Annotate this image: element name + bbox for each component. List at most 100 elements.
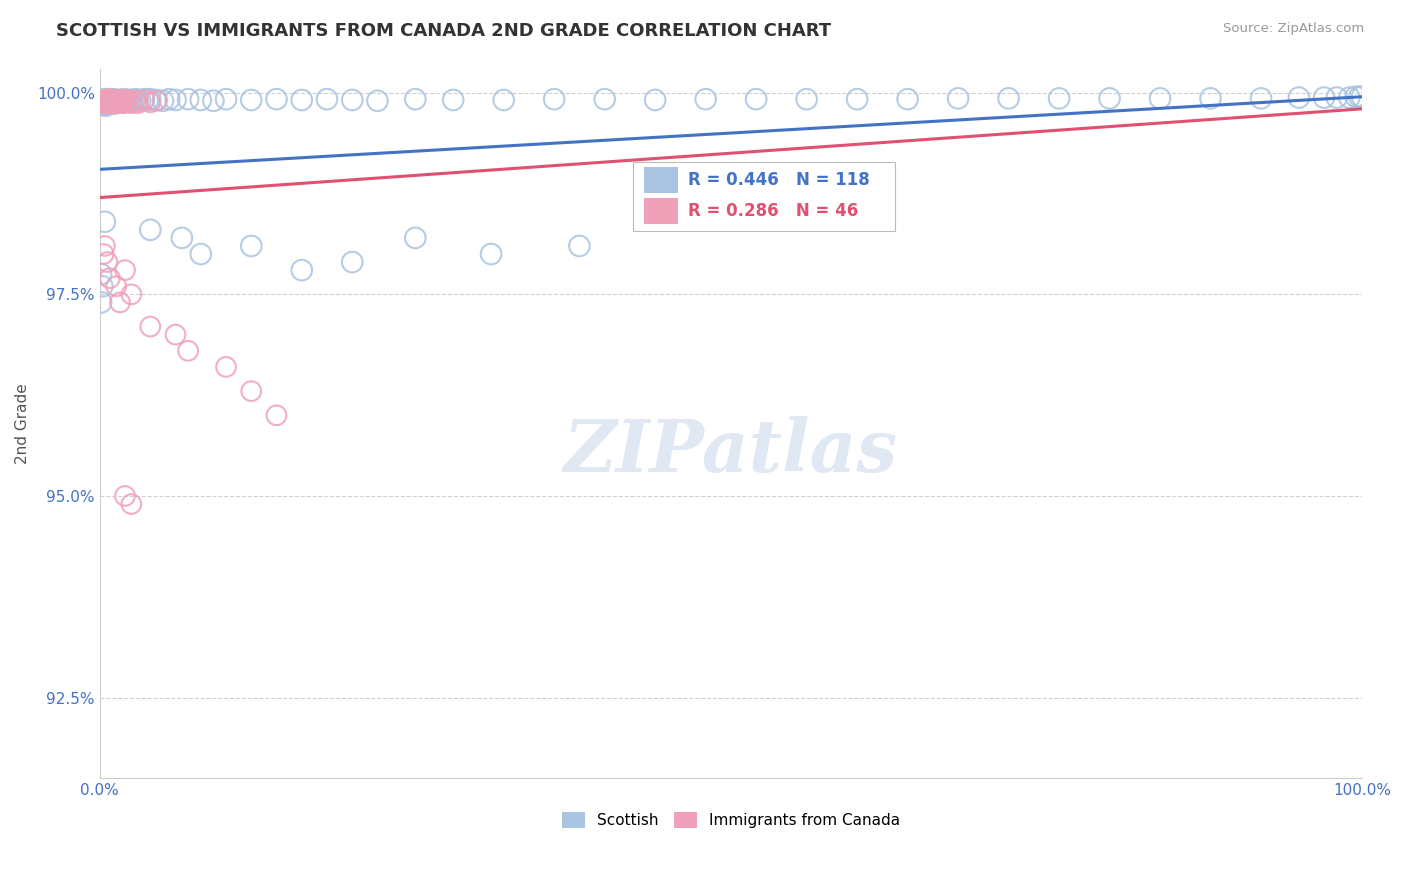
Text: SCOTTISH VS IMMIGRANTS FROM CANADA 2ND GRADE CORRELATION CHART: SCOTTISH VS IMMIGRANTS FROM CANADA 2ND G… (56, 22, 831, 40)
Point (94, 94, 117, 108)
Point (145, 93, 167, 107)
Point (1326, 90, 1348, 104)
Point (120, 93, 142, 107)
Point (94, 215, 117, 229)
Point (105, 96, 128, 111)
Point (103, 96, 125, 111)
Point (103, 94, 125, 108)
Point (94, 95, 117, 110)
Point (240, 384, 263, 398)
Point (152, 94, 174, 108)
Point (127, 96, 149, 111)
Point (145, 94, 167, 108)
Point (190, 93, 212, 107)
Point (91, 98, 114, 112)
Point (93, 95, 115, 110)
Point (94, 98, 117, 112)
Point (266, 409, 288, 423)
Point (291, 93, 314, 107)
Point (110, 93, 132, 107)
Point (94, 93, 117, 107)
Point (117, 94, 139, 108)
Point (107, 94, 129, 108)
Point (114, 263, 136, 277)
Point (96, 255, 118, 269)
Point (97, 95, 120, 110)
Point (105, 279, 128, 293)
Point (94, 97, 117, 112)
Point (593, 92, 616, 106)
Point (91, 279, 114, 293)
Point (240, 93, 263, 107)
Point (94, 93, 117, 107)
Point (107, 95, 129, 110)
Point (108, 295, 131, 310)
Point (114, 489, 136, 503)
Point (543, 92, 565, 106)
Point (132, 92, 155, 106)
Point (94, 96, 117, 111)
Point (97, 96, 120, 111)
Legend: Scottish, Immigrants from Canada: Scottish, Immigrants from Canada (555, 806, 905, 834)
Point (846, 92, 869, 106)
Point (1288, 90, 1310, 104)
Point (177, 343, 200, 358)
Point (366, 94, 388, 108)
Point (165, 327, 187, 342)
Point (342, 93, 364, 107)
Point (103, 93, 125, 107)
Point (1250, 91, 1272, 105)
Point (96, 96, 118, 111)
Point (90, 295, 112, 310)
Point (997, 91, 1019, 105)
Point (96, 94, 118, 108)
Point (1098, 91, 1121, 105)
Point (100, 96, 122, 111)
Point (112, 92, 135, 106)
Point (170, 231, 193, 245)
Point (115, 93, 138, 107)
Point (91, 94, 114, 108)
Point (202, 94, 225, 108)
Point (110, 95, 132, 110)
Point (441, 93, 464, 107)
Point (108, 94, 131, 108)
Point (1047, 91, 1070, 105)
Point (105, 93, 128, 107)
Point (695, 92, 717, 106)
Point (136, 93, 159, 107)
Point (120, 96, 142, 111)
Point (1348, 89, 1371, 103)
Point (94, 239, 117, 253)
Point (120, 497, 142, 511)
Point (101, 95, 124, 110)
Point (1313, 90, 1336, 104)
Point (111, 95, 134, 110)
Point (266, 92, 288, 106)
Point (492, 93, 515, 107)
Point (745, 92, 768, 106)
Point (104, 96, 127, 111)
Point (215, 359, 238, 374)
Point (107, 93, 129, 107)
Point (100, 93, 122, 107)
Point (120, 287, 142, 301)
Point (177, 92, 200, 106)
Point (316, 92, 339, 106)
Point (98, 92, 121, 106)
Point (98, 95, 121, 110)
Point (117, 93, 139, 107)
Point (129, 94, 152, 108)
Point (107, 94, 129, 108)
Point (93, 96, 115, 111)
Point (105, 93, 128, 107)
Point (121, 94, 143, 108)
Point (112, 96, 135, 111)
Point (215, 92, 238, 106)
Point (1339, 90, 1361, 104)
Point (139, 223, 162, 237)
Point (114, 94, 136, 108)
Point (139, 319, 162, 334)
Point (114, 94, 136, 108)
Point (897, 92, 920, 106)
